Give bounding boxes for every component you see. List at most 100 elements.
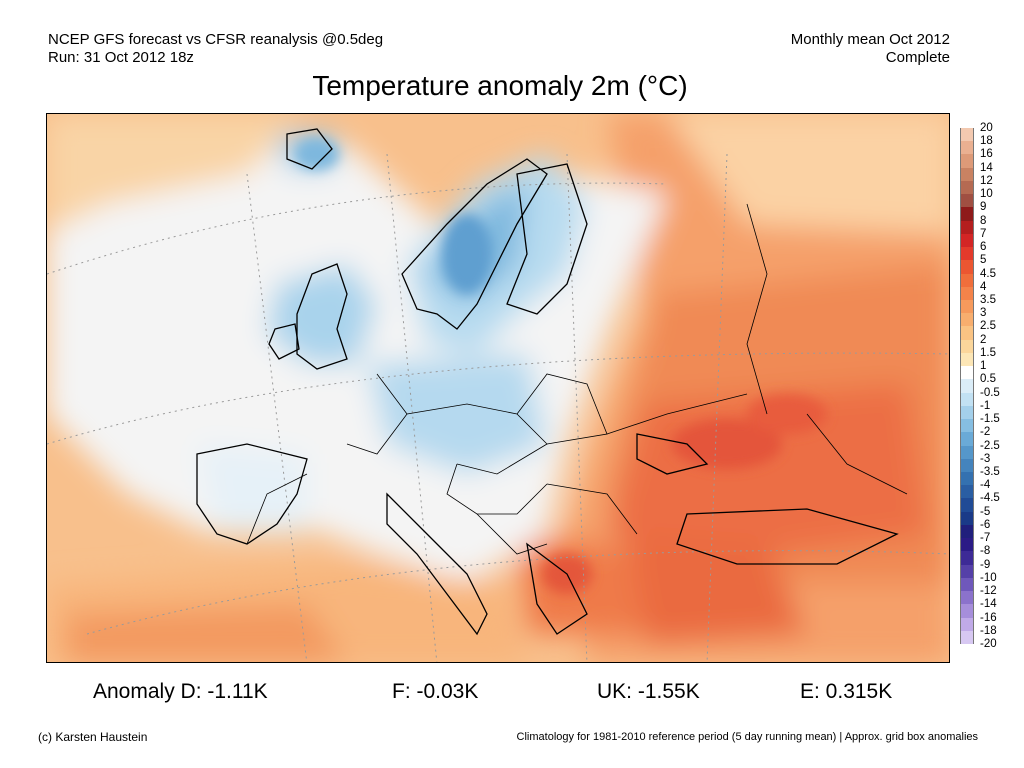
colorbar-label: -4 — [980, 479, 991, 492]
coastlines — [196, 128, 899, 636]
colorbar-segment — [960, 538, 974, 552]
colorbar-label: 6 — [980, 241, 987, 254]
colorbar-segment — [960, 498, 974, 513]
climatology-note: Climatology for 1981-2010 reference peri… — [516, 731, 978, 743]
colorbar-segment — [960, 233, 974, 248]
colorbar-label: -20 — [980, 638, 997, 650]
colorbar-label: 20 — [980, 122, 993, 134]
colorbar-label: -2.5 — [980, 439, 1000, 452]
colorbar-label: 1 — [980, 360, 987, 373]
colorbar-segment — [960, 604, 974, 619]
colorbar-segment — [960, 392, 974, 407]
colorbar-label: -12 — [980, 585, 997, 598]
anomaly-france: F: -0.03K — [392, 680, 479, 703]
colorbar-label: 4 — [980, 280, 987, 293]
colorbar-label: -1.5 — [980, 413, 1000, 426]
colorbar-label: 3.5 — [980, 294, 996, 306]
period-line: Monthly mean Oct 2012 — [790, 31, 950, 48]
colorbar-segment — [960, 432, 974, 447]
colorbar-label: -16 — [980, 611, 997, 624]
colorbar-segment — [960, 630, 974, 645]
colorbar-segment — [960, 419, 974, 433]
colorbar-segment — [960, 458, 974, 473]
anomaly-uk: UK: -1.55K — [597, 680, 700, 703]
colorbar-segment — [960, 524, 974, 539]
colorbar-label: -4.5 — [980, 492, 1000, 505]
colorbar-segment — [960, 128, 974, 142]
colorbar-segment — [960, 220, 974, 235]
colorbar-segment — [960, 247, 974, 261]
colorbar-label: -9 — [980, 558, 991, 571]
colorbar-label: 5 — [980, 254, 987, 267]
colorbar-label: -2 — [980, 426, 991, 439]
colorbar-label: 2.5 — [980, 320, 996, 333]
credit: (c) Karsten Haustein — [38, 730, 148, 744]
colorbar-segment — [960, 405, 974, 420]
colorbar — [960, 128, 974, 645]
colorbar-label: 0.5 — [980, 373, 996, 386]
colorbar-segment — [960, 577, 974, 592]
colorbar-segment — [960, 194, 974, 208]
status-line: Complete — [885, 49, 950, 66]
colorbar-segment — [960, 286, 974, 301]
colorbar-label: 10 — [980, 188, 993, 201]
colorbar-segment — [960, 352, 974, 367]
anomaly-germany: Anomaly D: -1.11K — [93, 680, 268, 703]
colorbar-label: -14 — [980, 598, 997, 611]
anomaly-detail — [295, 138, 827, 594]
colorbar-segment — [960, 511, 974, 526]
anomaly-field — [47, 114, 949, 662]
colorbar-segment — [960, 564, 974, 579]
header-left: NCEP GFS forecast vs CFSR reanalysis @0.… — [48, 31, 383, 67]
colorbar-label: 12 — [980, 174, 993, 187]
colorbar-label: 1.5 — [980, 346, 996, 359]
colorbar-segment — [960, 180, 974, 195]
colorbar-label: -3 — [980, 452, 991, 465]
colorbar-label: 8 — [980, 214, 987, 227]
colorbar-segment — [960, 326, 974, 341]
header-right: Monthly mean Oct 2012 Complete — [791, 31, 950, 67]
borders — [246, 203, 908, 555]
anomaly-summary: Anomaly D: -1.11K F: -0.03K UK: -1.55K E… — [0, 680, 1024, 706]
map-title: Temperature anomaly 2m (°C) — [312, 70, 688, 101]
colorbar-segment — [960, 485, 974, 499]
colorbar-segment — [960, 207, 974, 222]
colorbar-label: -18 — [980, 624, 997, 637]
anomaly-map — [46, 113, 950, 663]
source-line: NCEP GFS forecast vs CFSR reanalysis @0.… — [48, 31, 384, 48]
colorbar-label: 9 — [980, 201, 987, 214]
colorbar-label: -1 — [980, 399, 991, 412]
colorbar-segment — [960, 167, 974, 182]
colorbar-segment — [960, 591, 974, 605]
run-line: Run: 31 Oct 2012 18z — [48, 49, 194, 66]
graticule — [47, 153, 949, 662]
colorbar-segment — [960, 273, 974, 288]
colorbar-label: -10 — [980, 571, 997, 584]
colorbar-segment — [960, 472, 974, 486]
colorbar-label: -0.5 — [980, 386, 1000, 399]
colorbar-segment — [960, 154, 974, 169]
colorbar-segment — [960, 445, 974, 460]
colorbar-segment — [960, 551, 974, 566]
colorbar-label: -8 — [980, 545, 991, 558]
colorbar-segment — [960, 339, 974, 354]
colorbar-label: 2 — [980, 333, 987, 346]
colorbar-label: 4.5 — [980, 267, 996, 280]
anomaly-spain: E: 0.315K — [800, 680, 893, 703]
colorbar-segment — [960, 617, 974, 632]
colorbar-label: -5 — [980, 505, 991, 518]
colorbar-label: 16 — [980, 148, 993, 161]
colorbar-segment — [960, 313, 974, 327]
colorbar-label: 7 — [980, 227, 987, 240]
colorbar-label: 18 — [980, 135, 993, 148]
colorbar-label: 14 — [980, 161, 993, 174]
colorbar-segment — [960, 300, 974, 314]
colorbar-segment — [960, 366, 974, 380]
colorbar-label: -6 — [980, 518, 991, 531]
colorbar-label: -3.5 — [980, 466, 1000, 478]
colorbar-label: 3 — [980, 307, 987, 320]
colorbar-segment — [960, 379, 974, 394]
map-canvas — [47, 114, 949, 662]
colorbar-segment — [960, 141, 974, 155]
colorbar-label: -7 — [980, 532, 991, 545]
